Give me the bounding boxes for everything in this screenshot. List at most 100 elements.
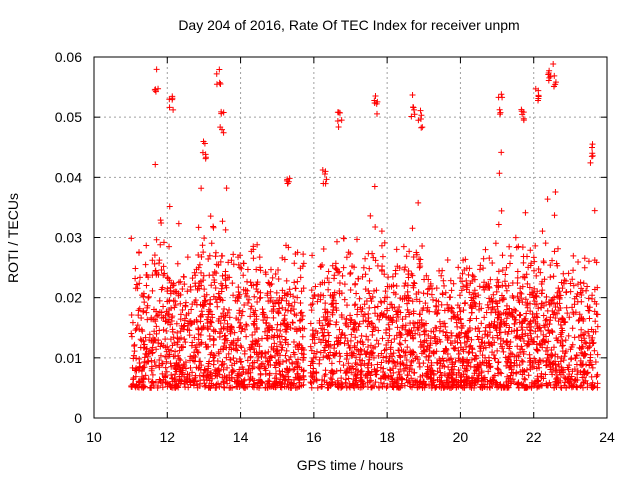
- data-point: [255, 364, 262, 371]
- data-point: [584, 380, 591, 387]
- data-point: [387, 346, 394, 353]
- data-point: [518, 357, 525, 364]
- data-point: [494, 334, 501, 341]
- data-point: [586, 344, 593, 351]
- data-point: [253, 266, 260, 273]
- data-point: [356, 356, 363, 363]
- data-point: [158, 267, 165, 274]
- data-point: [295, 346, 302, 353]
- data-point: [496, 329, 503, 336]
- data-point: [200, 272, 207, 279]
- data-point: [174, 329, 181, 336]
- data-point: [199, 242, 206, 249]
- data-point: [536, 383, 543, 390]
- data-point: [538, 300, 545, 307]
- data-point: [442, 332, 449, 339]
- data-point: [353, 366, 360, 373]
- data-point: [488, 320, 495, 327]
- data-point: [132, 327, 139, 334]
- data-point: [235, 254, 242, 261]
- data-point: [332, 321, 339, 328]
- data-point: [325, 286, 332, 293]
- data-point: [241, 301, 248, 308]
- data-point: [505, 354, 512, 361]
- data-point: [451, 345, 458, 352]
- data-point: [466, 317, 473, 324]
- data-point: [501, 278, 508, 285]
- data-point: [296, 379, 303, 386]
- data-point: [430, 379, 437, 386]
- data-point: [448, 304, 455, 311]
- data-point: [419, 243, 426, 250]
- data-point: [296, 341, 303, 348]
- data-point: [584, 303, 591, 310]
- data-point: [392, 270, 399, 277]
- data-point: [281, 316, 288, 323]
- data-point: [551, 72, 558, 79]
- data-point: [329, 368, 336, 375]
- data-point: [499, 343, 506, 350]
- data-point: [464, 282, 471, 289]
- data-point: [325, 352, 332, 359]
- data-point: [297, 274, 304, 281]
- data-point: [527, 357, 534, 364]
- data-point: [408, 113, 415, 120]
- data-point: [275, 299, 282, 306]
- data-point: [184, 376, 191, 383]
- data-point: [314, 384, 321, 391]
- data-point: [385, 314, 392, 321]
- data-point: [552, 303, 559, 310]
- data-point: [573, 361, 580, 368]
- data-point: [153, 271, 160, 278]
- data-point: [182, 299, 189, 306]
- data-point: [538, 374, 545, 381]
- data-point: [386, 366, 393, 373]
- data-point: [288, 303, 295, 310]
- data-point: [487, 364, 494, 371]
- data-point: [309, 374, 316, 381]
- data-point: [195, 252, 202, 259]
- data-point: [355, 275, 362, 282]
- data-point: [401, 283, 408, 290]
- data-point: [284, 180, 291, 187]
- data-point: [496, 311, 503, 318]
- data-point: [160, 303, 167, 310]
- data-point: [586, 362, 593, 369]
- data-point: [437, 357, 444, 364]
- data-point: [493, 288, 500, 295]
- data-point: [236, 324, 243, 331]
- data-point: [250, 255, 257, 262]
- data-point: [587, 159, 594, 166]
- data-point: [169, 384, 176, 391]
- data-point: [207, 336, 214, 343]
- data-point: [351, 325, 358, 332]
- data-point: [456, 292, 463, 299]
- data-point: [463, 333, 470, 340]
- data-point: [406, 248, 413, 255]
- data-point: [177, 328, 184, 335]
- data-point: [291, 351, 298, 358]
- data-point: [513, 352, 520, 359]
- data-point: [450, 309, 457, 316]
- data-point: [307, 320, 314, 327]
- data-point: [462, 299, 469, 306]
- data-point: [343, 254, 350, 261]
- data-point: [406, 327, 413, 334]
- data-point: [402, 337, 409, 344]
- data-point: [457, 379, 464, 386]
- data-point: [528, 334, 535, 341]
- data-point: [416, 264, 423, 271]
- data-point: [176, 336, 183, 343]
- data-point: [262, 384, 269, 391]
- data-point: [522, 209, 529, 216]
- data-point: [343, 384, 350, 391]
- data-point: [240, 260, 247, 267]
- data-point: [480, 265, 487, 272]
- data-point: [251, 321, 258, 328]
- data-point: [528, 379, 535, 386]
- data-point: [222, 272, 229, 279]
- data-point: [128, 333, 135, 340]
- data-point: [146, 348, 153, 355]
- data-point: [442, 323, 449, 330]
- data-point: [539, 228, 546, 235]
